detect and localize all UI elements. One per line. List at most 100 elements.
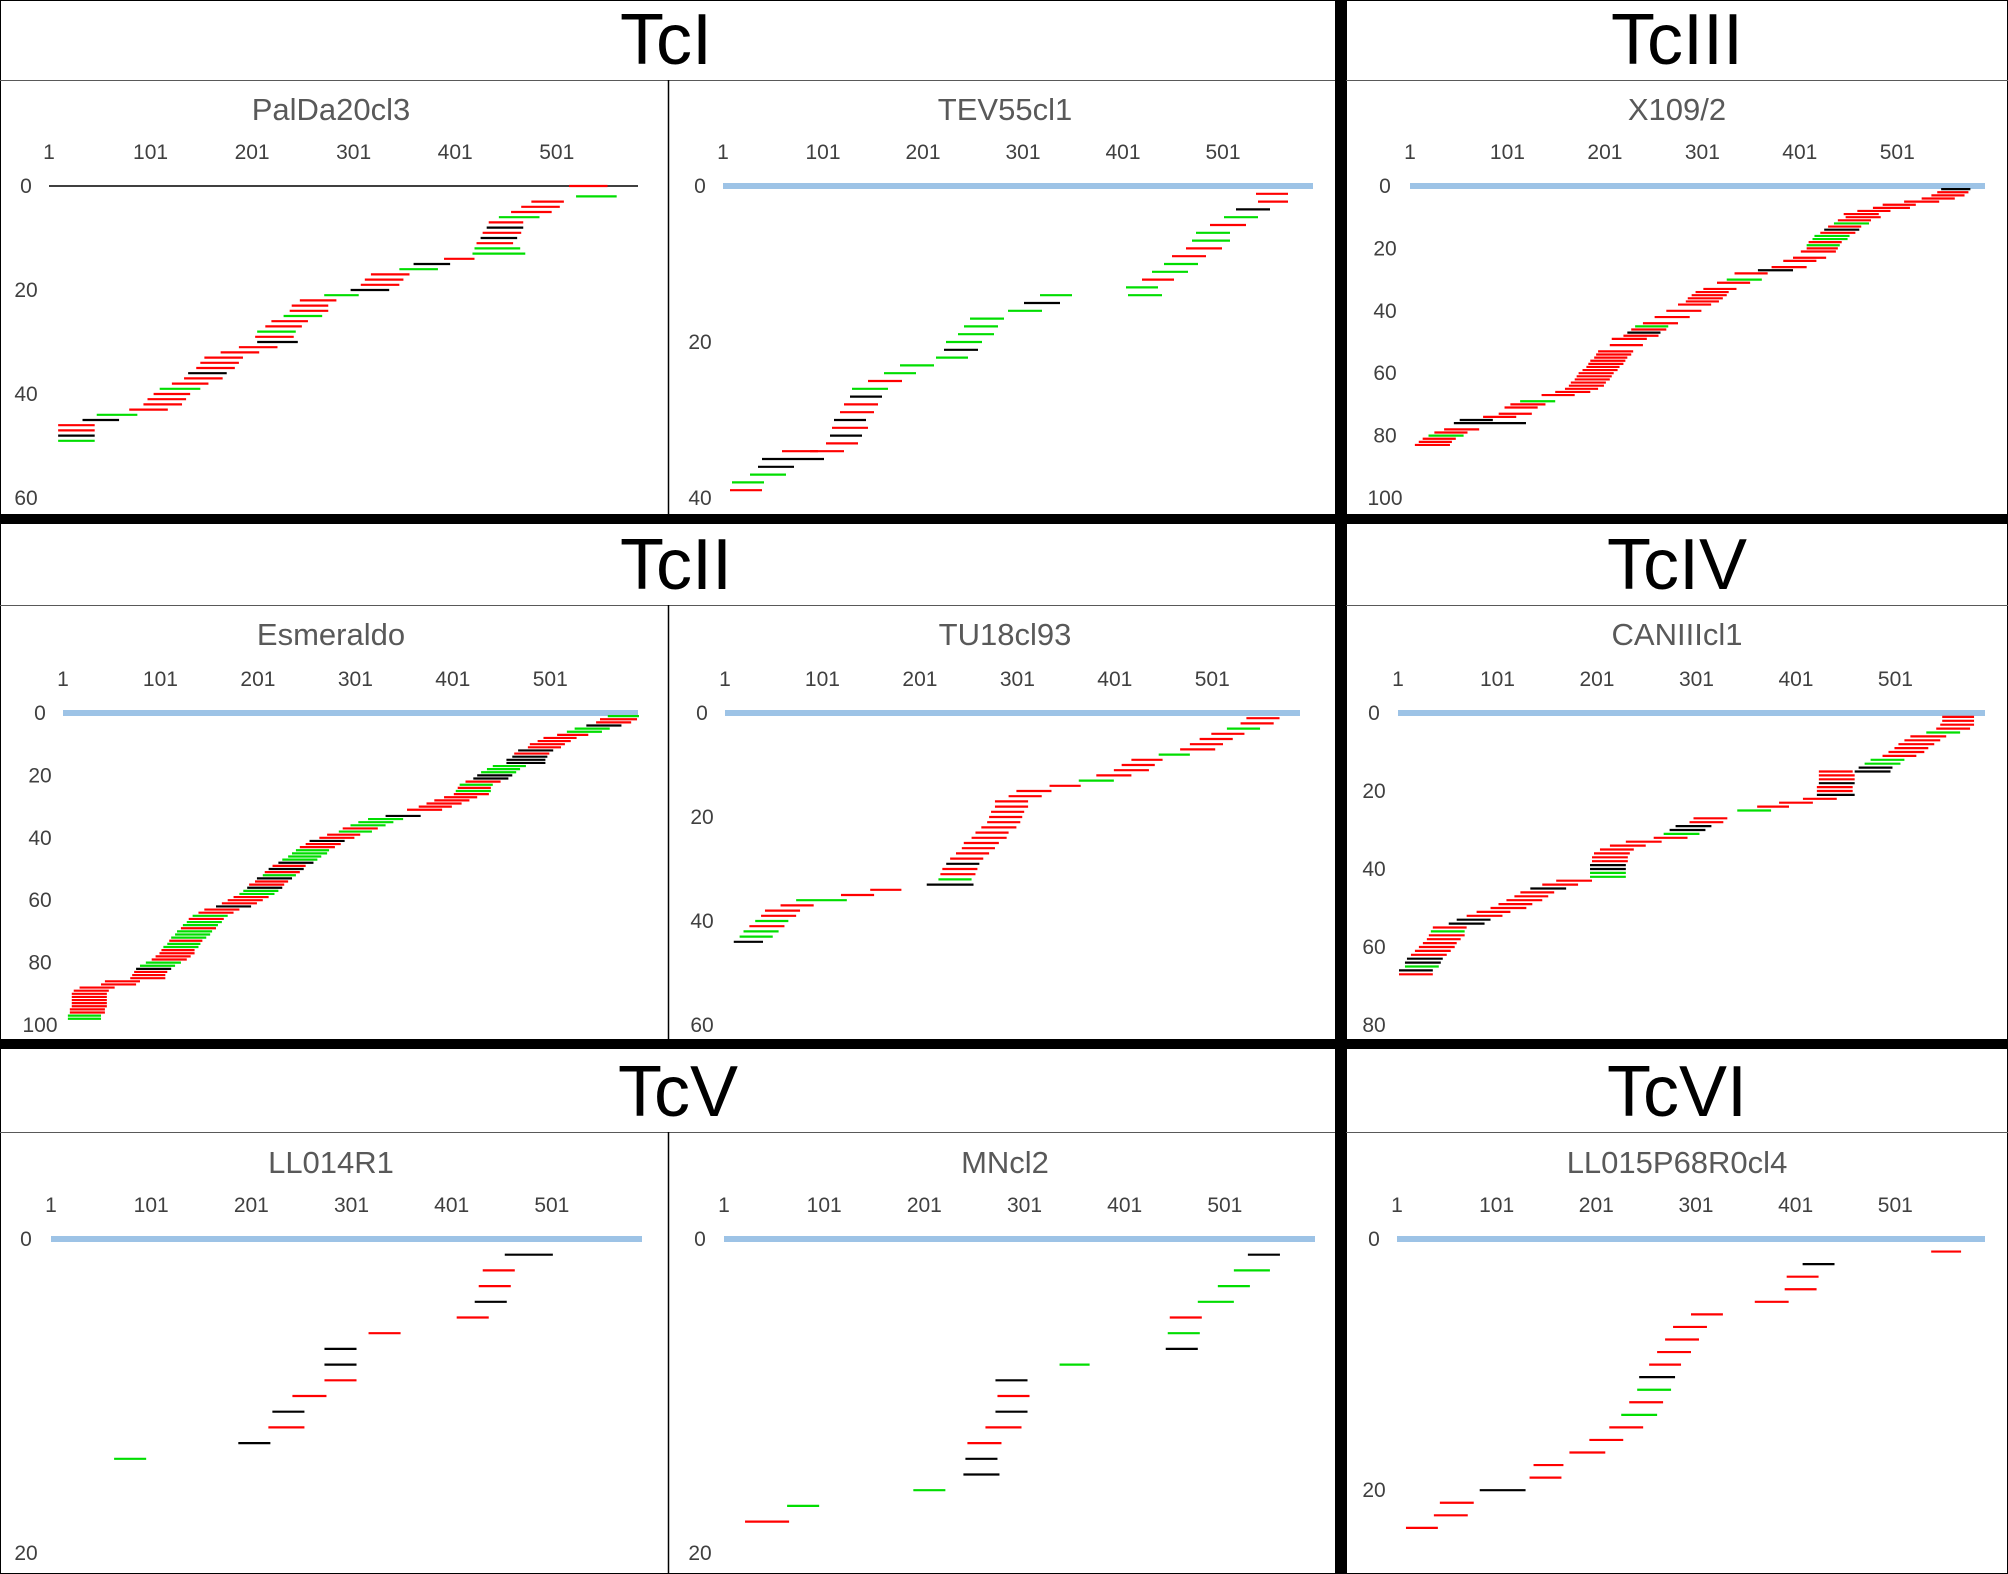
y-tick-label: 20 — [28, 764, 51, 787]
y-tick-label: 80 — [1362, 1014, 1385, 1037]
x-tick-label: 501 — [539, 141, 574, 164]
y-tick-label: 60 — [14, 487, 37, 510]
y-tick-label: 0 — [1368, 1228, 1380, 1251]
chart-title: PalDa20cl3 — [252, 92, 411, 127]
x-tick-label: 201 — [1587, 141, 1622, 164]
x-tick-label: 301 — [1000, 668, 1035, 691]
x-tick-label: 201 — [235, 141, 270, 164]
x-tick-label: 1 — [717, 141, 729, 164]
chart-title: LL014R1 — [268, 1145, 394, 1180]
y-tick-label: 20 — [688, 1542, 711, 1565]
x-tick-label: 401 — [1778, 668, 1813, 691]
dtu-title-tcv: TcV — [618, 1052, 738, 1132]
chart-x109-2: X109/2 1 101 201 301 401 501 0 20 40 60 80 100 — [1367, 92, 1985, 510]
y-tick-label: 0 — [696, 702, 708, 725]
chart-title: Esmeraldo — [257, 617, 405, 652]
dtu-title-text: TcV — [618, 1052, 738, 1132]
x-tick-label: 401 — [1782, 141, 1817, 164]
x-tick-label: 501 — [1205, 141, 1240, 164]
y-tick-label: 20 — [690, 806, 713, 829]
y-tick-label: 60 — [1373, 362, 1396, 385]
x-tick-label: 501 — [1878, 668, 1913, 691]
y-tick-label: 40 — [1362, 858, 1385, 881]
y-tick-label: 20 — [14, 279, 37, 302]
x-tick-label: 301 — [1005, 141, 1040, 164]
x-tick-label: 301 — [1678, 1194, 1713, 1217]
y-tick-label: 20 — [1362, 780, 1385, 803]
chart-title: TU18cl93 — [939, 617, 1072, 652]
y-tick-label: 40 — [14, 383, 37, 406]
dtu-title-text: TcIII — [1611, 0, 1743, 80]
y-tick-label: 40 — [690, 910, 713, 933]
x-tick-label: 501 — [1195, 668, 1230, 691]
x-tick-label: 1 — [1392, 668, 1404, 691]
x-tick-label: 1 — [1391, 1194, 1403, 1217]
chart-title: X109/2 — [1628, 92, 1726, 127]
chart-title: TEV55cl1 — [938, 92, 1072, 127]
x-tick-label: 101 — [1480, 668, 1515, 691]
x-tick-label: 201 — [902, 668, 937, 691]
x-tick-label: 1 — [718, 1194, 730, 1217]
y-tick-label: 0 — [1379, 175, 1391, 198]
x-tick-label: 101 — [143, 668, 178, 691]
x-tick-label: 1 — [719, 668, 731, 691]
x-tick-label: 301 — [1679, 668, 1714, 691]
y-tick-label: 0 — [34, 702, 46, 725]
x-tick-label: 501 — [1880, 141, 1915, 164]
x-tick-label: 401 — [1097, 668, 1132, 691]
dtu-title-tciii: TcIII — [1611, 0, 1743, 80]
y-tick-label: 40 — [28, 827, 51, 850]
chart-title: LL015P68R0cl4 — [1567, 1145, 1788, 1180]
x-tick-label: 301 — [338, 668, 373, 691]
dtu-title-text: TcII — [620, 525, 732, 605]
y-tick-label: 0 — [20, 175, 32, 198]
x-tick-label: 1 — [43, 141, 55, 164]
x-tick-label: 101 — [805, 668, 840, 691]
y-tick-label: 0 — [1368, 702, 1380, 725]
x-tick-label: 301 — [336, 141, 371, 164]
x-tick-label: 401 — [1107, 1194, 1142, 1217]
chart-tev55cl1: TEV55cl1 1 101 201 301 401 501 0 20 40 — [688, 92, 1313, 510]
x-tick-label: 201 — [905, 141, 940, 164]
y-tick-label: 60 — [690, 1014, 713, 1037]
dtu-title-tciv: TcIV — [1607, 525, 1747, 605]
x-tick-label: 101 — [134, 1194, 169, 1217]
chart-ll015p68r0cl4: LL015P68R0cl4 1 101 201 301 401 501 0 20 — [1362, 1145, 1985, 1529]
dtu-title-text: TcVI — [1607, 1052, 1747, 1132]
chart-caniiicl1: CANIIIcl1 1 101 201 301 401 501 0 20 40 60 80 — [1362, 617, 1985, 1037]
x-tick-label: 301 — [1007, 1194, 1042, 1217]
x-tick-label: 201 — [1579, 668, 1614, 691]
y-tick-label: 40 — [1373, 300, 1396, 323]
chart-title: MNcl2 — [961, 1145, 1049, 1180]
x-tick-label: 501 — [1878, 1194, 1913, 1217]
x-tick-label: 301 — [1685, 141, 1720, 164]
x-tick-label: 401 — [1105, 141, 1140, 164]
x-tick-label: 101 — [1479, 1194, 1514, 1217]
y-tick-label: 80 — [1373, 425, 1396, 448]
x-tick-label: 201 — [240, 668, 275, 691]
x-tick-label: 501 — [534, 1194, 569, 1217]
x-tick-label: 201 — [1579, 1194, 1614, 1217]
y-tick-label: 100 — [1367, 487, 1402, 510]
x-tick-label: 101 — [133, 141, 168, 164]
x-tick-label: 1 — [1404, 141, 1416, 164]
x-tick-label: 101 — [1490, 141, 1525, 164]
x-tick-label: 401 — [434, 1194, 469, 1217]
y-tick-label: 20 — [1362, 1479, 1385, 1502]
y-tick-label: 0 — [20, 1228, 32, 1251]
y-tick-label: 60 — [1362, 936, 1385, 959]
chart-esmeraldo: Esmeraldo 1 101 201 301 401 501 0 20 40 60 80 100 — [22, 617, 639, 1037]
dtu-title-tci: TcI — [620, 0, 712, 80]
chart-tu18cl93: TU18cl93 1 101 201 301 401 501 0 20 40 60 — [690, 617, 1300, 1037]
x-tick-label: 101 — [807, 1194, 842, 1217]
y-tick-label: 60 — [28, 889, 51, 912]
y-tick-label: 20 — [688, 331, 711, 354]
chart-ll014r1: LL014R1 1 101 201 301 401 501 0 20 — [14, 1145, 642, 1565]
x-tick-label: 1 — [57, 668, 69, 691]
y-tick-label: 0 — [694, 1228, 706, 1251]
dtu-title-tcii: TcII — [620, 525, 732, 605]
x-tick-label: 501 — [533, 668, 568, 691]
